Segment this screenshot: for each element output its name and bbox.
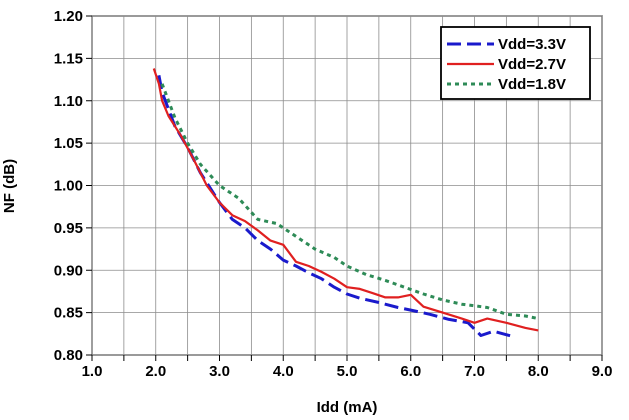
x-tick-label: 6.0	[400, 363, 421, 380]
series-line-vdd-2-7v	[152, 68, 539, 332]
legend-label-vdd-2-7v: Vdd=2.7V	[498, 56, 566, 73]
legend: Vdd=3.3V Vdd=2.7V Vdd=1.8V	[440, 26, 591, 100]
y-tick-label: 1.20	[54, 8, 83, 25]
x-tick-label: 1.0	[82, 363, 103, 380]
y-tick-label: 0.95	[54, 220, 83, 237]
legend-label-vdd-3-3v: Vdd=3.3V	[498, 36, 566, 53]
x-tick-labels: 1.0 2.0 3.0 4.0 5.0 6.0 7.0 8.0 9.0	[82, 363, 613, 380]
series-lines	[152, 68, 539, 338]
y-tick-label: 1.15	[54, 50, 83, 67]
y-tick-labels: 0.80 0.85 0.90 0.95 1.00 1.05 1.10 1.15 1.20	[54, 8, 83, 364]
y-tick-label: 0.80	[54, 347, 83, 364]
x-tick-label: 7.0	[464, 363, 485, 380]
y-tick-label: 1.05	[54, 135, 83, 152]
axis-ticks	[86, 15, 603, 361]
y-axis-title: NF (dB)	[1, 159, 18, 213]
x-tick-label: 4.0	[273, 363, 294, 380]
x-tick-label: 8.0	[528, 363, 549, 380]
y-tick-label: 0.90	[54, 262, 83, 279]
x-tick-label: 9.0	[592, 363, 613, 380]
legend-label-vdd-1-8v: Vdd=1.8V	[498, 76, 566, 93]
y-tick-label: 1.00	[54, 178, 83, 195]
y-tick-label: 0.85	[54, 305, 83, 322]
x-tick-label: 5.0	[337, 363, 358, 380]
series-line-vdd-1-8v	[160, 83, 539, 321]
x-tick-label: 2.0	[145, 363, 166, 380]
x-axis-title: Idd (mA)	[317, 399, 378, 416]
x-tick-label: 3.0	[209, 363, 230, 380]
y-tick-label: 1.10	[54, 93, 83, 110]
